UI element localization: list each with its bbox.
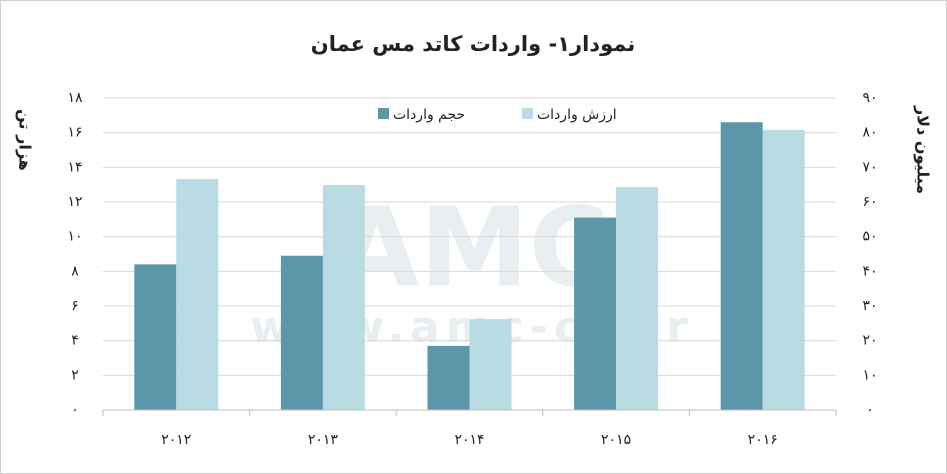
y2-tick-label: ۷۰ [862, 159, 877, 175]
bar [720, 122, 763, 411]
x-tick-label: ۲۰۱۴ [454, 432, 484, 448]
bar [574, 217, 617, 410]
y2-tick-label: ۹۰ [862, 90, 877, 106]
bar [616, 187, 659, 410]
bar [176, 179, 219, 410]
bar [427, 345, 470, 410]
bar [762, 129, 805, 411]
legend-label: حجم واردات [393, 107, 465, 123]
chart-title: نمودار۱- واردات کاتد مس عمان [311, 32, 635, 56]
y-tick-label: ۱۴ [67, 159, 82, 175]
bar [322, 185, 365, 410]
y2-tick-label: ۱۰ [862, 367, 877, 383]
x-tick-label: ۲۰۱۳ [308, 432, 339, 448]
legend-swatch [522, 108, 533, 119]
y-axis-title: هزار تن [16, 109, 35, 171]
y2-tick-label: ۰ [866, 402, 874, 418]
y-tick-label: ۰ [71, 402, 79, 418]
bar [469, 319, 512, 410]
x-tick-label: ۲۰۱۶ [748, 432, 778, 448]
y-tick-label: ۴ [71, 333, 79, 349]
y2-tick-label: ۸۰ [862, 125, 877, 141]
y2-tick-label: ۳۰ [862, 298, 877, 314]
legend-swatch [378, 108, 389, 119]
legend-label: ارزش واردات [537, 107, 617, 123]
y2-tick-label: ۲۰ [862, 333, 877, 349]
y2-tick-label: ۶۰ [862, 194, 877, 210]
y-tick-label: ۲ [71, 367, 79, 383]
y-tick-label: ۱۶ [67, 125, 82, 141]
y-tick-label: ۱۲ [67, 194, 82, 210]
y2-axis-title: میلیون دلار [914, 105, 933, 194]
y-tick-label: ۱۰ [67, 229, 82, 245]
x-tick-label: ۲۰۱۲ [161, 432, 191, 448]
y-tick-label: ۸ [71, 263, 79, 279]
y-tick-label: ۶ [71, 298, 79, 314]
bar [280, 255, 323, 410]
y2-tick-label: ۴۰ [862, 263, 877, 279]
y-tick-label: ۱۸ [67, 90, 83, 106]
bar [134, 264, 177, 410]
x-tick-label: ۲۰۱۵ [601, 432, 631, 448]
watermark-logo: AMC [334, 183, 609, 311]
y2-tick-label: ۵۰ [862, 229, 877, 245]
